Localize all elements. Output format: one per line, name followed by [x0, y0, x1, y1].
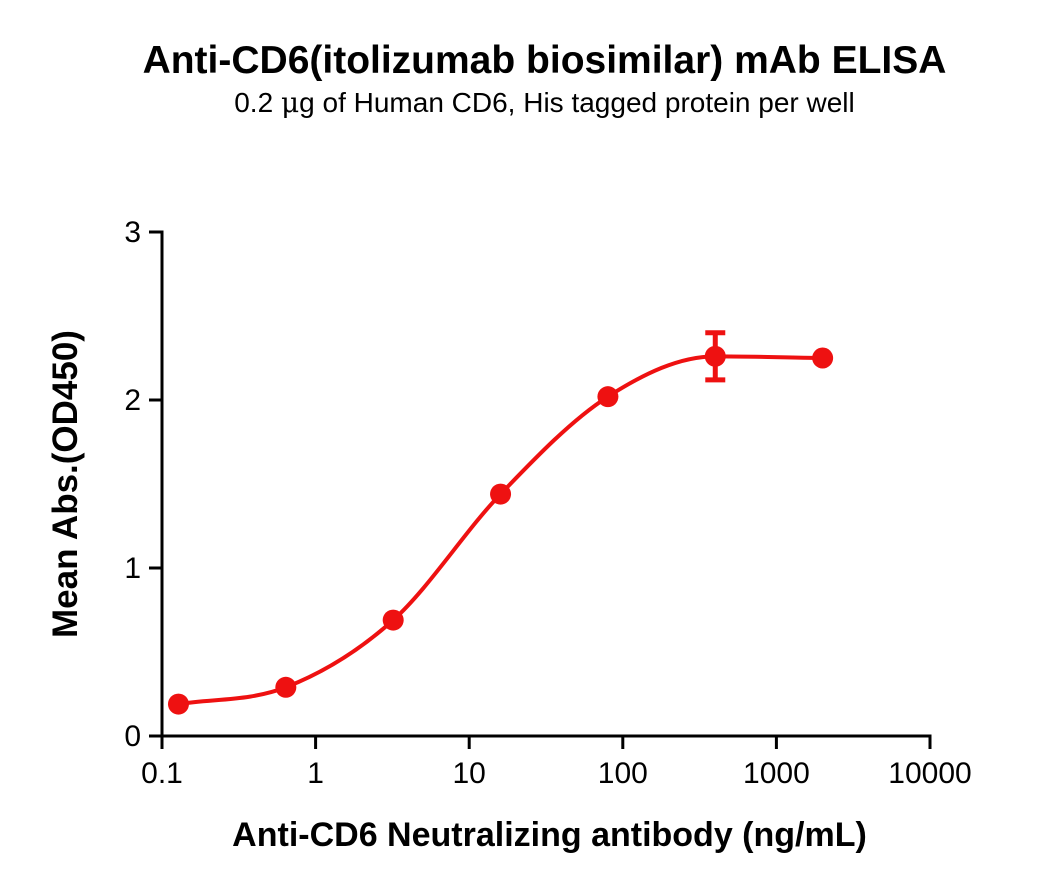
data-point-marker [490, 483, 512, 505]
data-point-marker [382, 609, 404, 631]
x-tick-label: 1 [307, 757, 324, 790]
data-point-marker [275, 676, 297, 698]
data-point-marker [597, 386, 619, 408]
x-tick-label: 10000 [888, 757, 971, 790]
x-axis-title: Anti-CD6 Neutralizing antibody (ng/mL) [232, 816, 867, 854]
x-tick-label: 10 [453, 757, 486, 790]
data-point-marker [167, 693, 189, 715]
subtitle-suffix: g of Human CD6, His tagged protein per w… [299, 87, 855, 118]
fit-curve [178, 354, 823, 707]
y-tick-label: 1 [124, 552, 141, 585]
subtitle-prefix: 0.2 [234, 87, 281, 118]
chart-title: Anti-CD6(itolizumab biosimilar) mAb ELIS… [142, 39, 947, 82]
x-tick-label: 100 [598, 757, 648, 790]
y-tick-label: 2 [124, 384, 141, 417]
chart-subtitle: 0.2 μg of Human CD6, His tagged protein … [50, 86, 1039, 120]
y-tick-label: 0 [124, 720, 141, 753]
mu-symbol: μ [280, 86, 300, 119]
x-tick-label: 1000 [743, 757, 810, 790]
data-point-marker [704, 345, 726, 367]
y-tick-label: 3 [124, 216, 141, 249]
x-tick-label: 0.1 [141, 757, 183, 790]
data-point-marker [812, 347, 834, 369]
